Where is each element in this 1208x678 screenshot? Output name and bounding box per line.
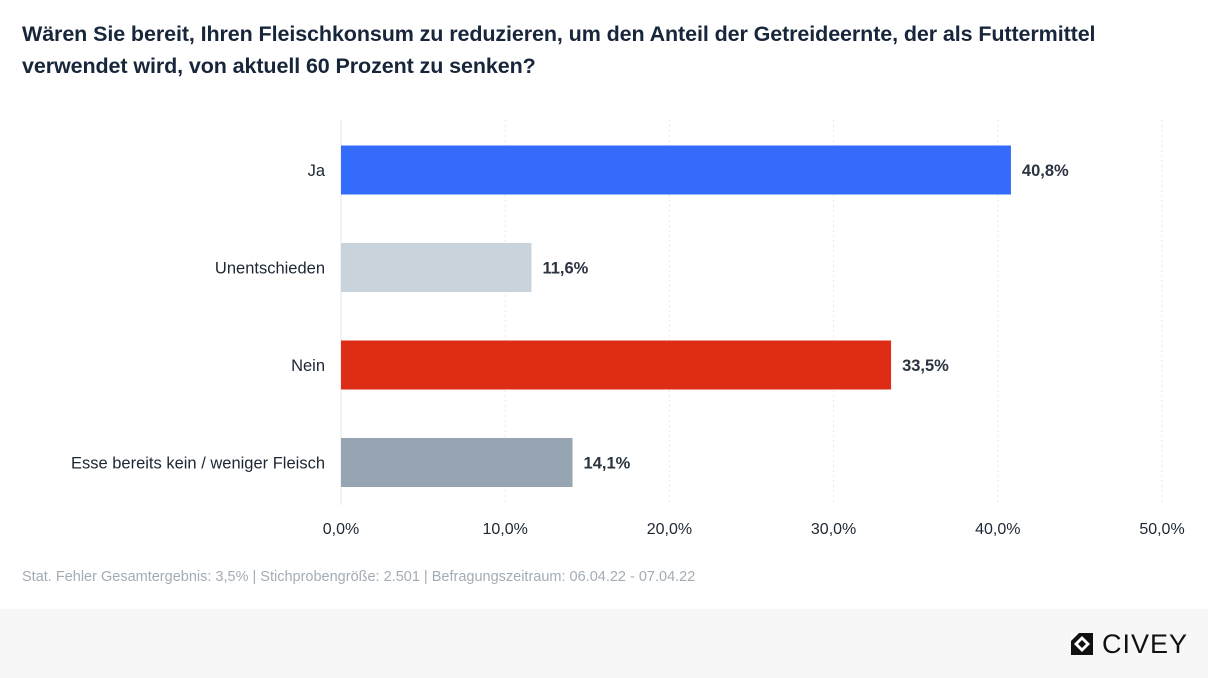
category-label: Ja bbox=[308, 162, 326, 180]
x-tick-label: 10,0% bbox=[483, 521, 528, 538]
x-tick-label: 0,0% bbox=[323, 521, 359, 538]
chart-title: Wären Sie bereit, Ihren Fleischkonsum zu… bbox=[22, 18, 1182, 82]
bar-chart: 0,0% 10,0% 20,0% 30,0% 40,0% 50,0% Ja 40,8% Unen… bbox=[71, 120, 1185, 538]
footnote: Stat. Fehler Gesamtergebnis: 3,5% | Stic… bbox=[22, 569, 696, 585]
category-label: Esse bereits kein / weniger Fleisch bbox=[71, 455, 325, 473]
x-tick-label: 20,0% bbox=[647, 521, 692, 538]
x-tick-label: 50,0% bbox=[1139, 521, 1184, 538]
data-label: 14,1% bbox=[584, 455, 631, 473]
data-label: 40,8% bbox=[1022, 162, 1069, 180]
bar bbox=[341, 145, 1011, 195]
bar bbox=[341, 438, 573, 487]
category-label: Unentschieden bbox=[215, 260, 325, 278]
data-label: 11,6% bbox=[542, 260, 588, 278]
x-tick-label: 30,0% bbox=[811, 521, 856, 538]
bar bbox=[341, 243, 532, 292]
x-tick-label: 40,0% bbox=[975, 521, 1020, 538]
category-label: Nein bbox=[291, 357, 325, 375]
chart-title-line-1: Wären Sie bereit, Ihren Fleischkonsum zu… bbox=[22, 22, 1096, 46]
chart-title-line-2: verwendet wird, von aktuell 60 Prozent z… bbox=[22, 54, 536, 78]
bar bbox=[341, 340, 892, 390]
civey-logo[interactable]: CIVEY bbox=[1068, 629, 1188, 659]
logo-text: CIVEY bbox=[1101, 629, 1188, 659]
footer: CIVEY bbox=[0, 609, 1208, 678]
civey-logo-icon bbox=[1070, 633, 1093, 655]
data-label: 33,5% bbox=[902, 357, 949, 375]
